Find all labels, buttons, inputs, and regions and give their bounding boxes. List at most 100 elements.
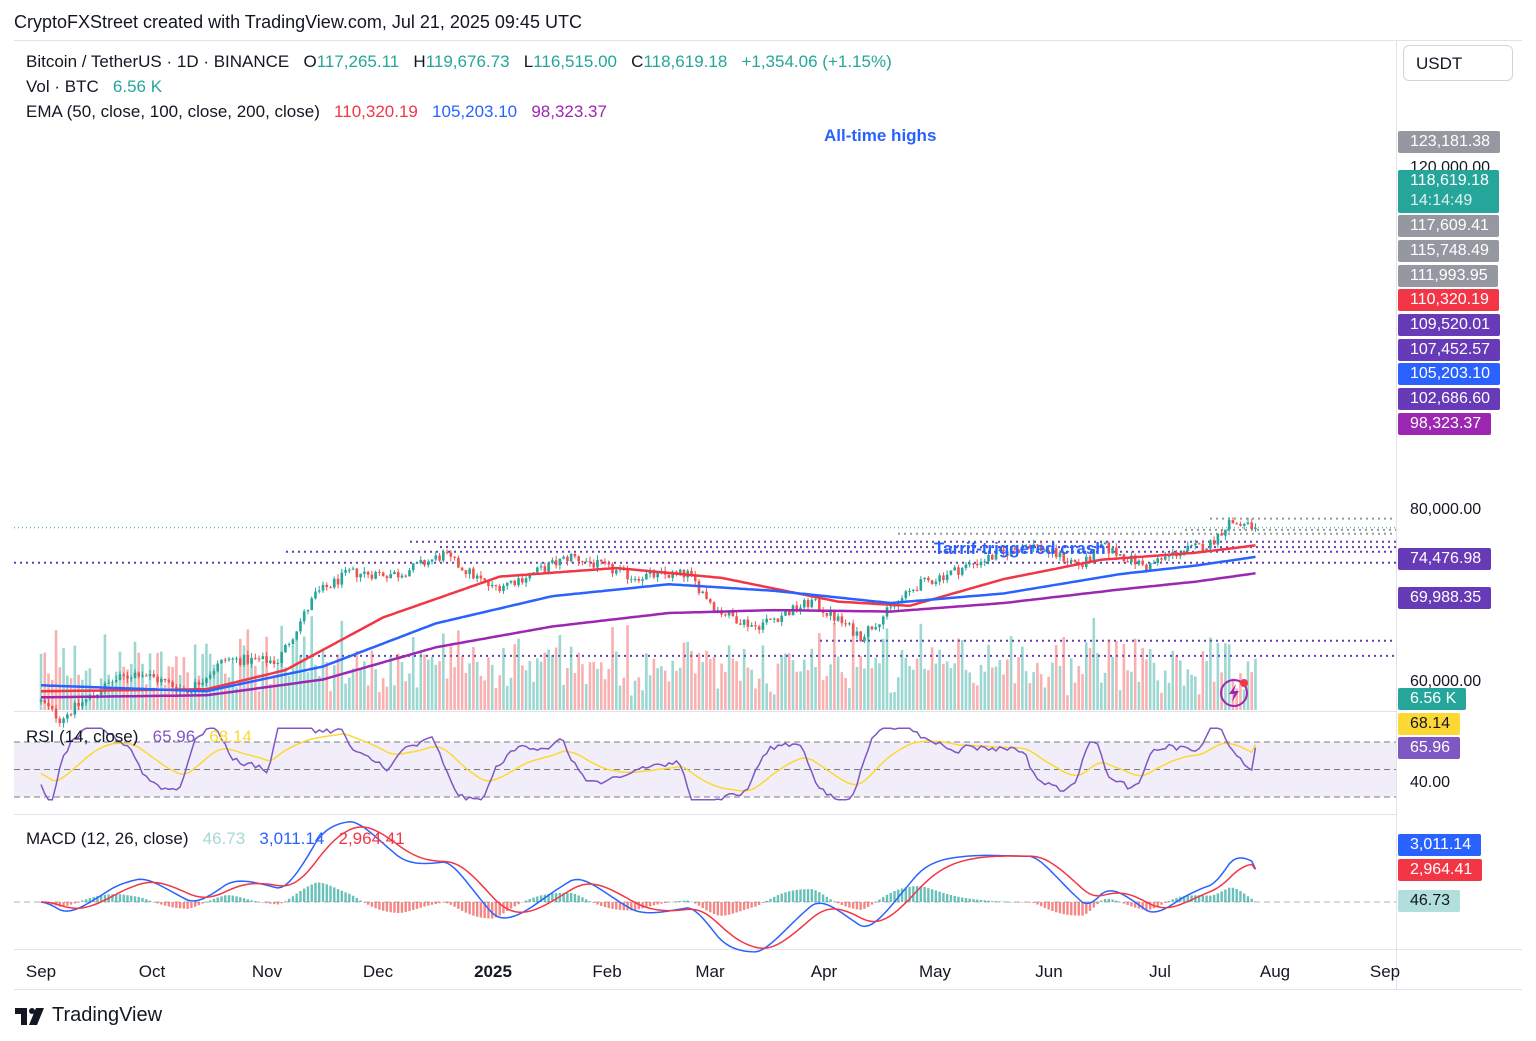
volume-bar — [964, 669, 968, 710]
volume-bar — [103, 634, 107, 710]
signal-line — [40, 826, 1257, 949]
volume-bar — [227, 677, 231, 710]
volume-bar — [599, 662, 603, 710]
volume-bar — [663, 670, 667, 710]
candle-body — [1054, 548, 1058, 558]
volume-bar — [889, 692, 893, 710]
volume-bar — [577, 652, 580, 710]
candle-body — [1047, 550, 1050, 554]
volume-bar — [66, 675, 69, 710]
candle-body — [814, 599, 817, 601]
volume-bar — [581, 664, 584, 710]
candle-body — [810, 599, 814, 608]
time-tick-2025: 2025 — [474, 962, 512, 981]
macd-hist-bar — [209, 900, 212, 902]
candle-body — [1073, 559, 1077, 562]
candle-body — [445, 551, 449, 553]
rsi-legend: RSI (14, close) 65.96 68.14 — [26, 727, 252, 747]
volume-bar — [633, 680, 637, 710]
candle-body — [393, 572, 396, 575]
volume-bar — [1028, 683, 1032, 710]
volume-bar — [163, 684, 167, 710]
candle-body — [524, 578, 528, 583]
volume-bar — [972, 682, 975, 710]
candle-body — [761, 622, 765, 630]
volume-bar — [423, 654, 426, 710]
candle-body — [325, 584, 329, 588]
macd-hist-bar — [498, 902, 501, 916]
macd-hist-bar — [972, 899, 975, 902]
macd-hist-bar — [306, 886, 310, 902]
macd-hist-bar — [1216, 893, 1220, 902]
volume-bar — [739, 680, 742, 710]
macd-label[interactable]: MACD (12, 26, close) — [26, 829, 189, 848]
macd-hist-bar — [77, 901, 80, 903]
time-tick-aug: Aug — [1259, 962, 1291, 981]
currency-button[interactable]: USDT — [1403, 45, 1513, 81]
macd-hist-bar — [750, 902, 753, 908]
macd-hist-bar — [1164, 902, 1167, 903]
macd-hist-bar — [705, 902, 708, 911]
candle-body — [479, 575, 483, 579]
macd-hist-bar — [1096, 902, 1099, 905]
volume-bar — [1115, 640, 1118, 710]
ema-label[interactable]: EMA (50, close, 100, close, 200, close) — [26, 102, 320, 121]
candle-body — [374, 571, 377, 579]
volume-bar — [554, 647, 558, 710]
candle-body — [603, 561, 607, 564]
price-tag-111993: 111,993.95 — [1398, 265, 1498, 287]
candle-body — [1160, 558, 1163, 560]
candle-body — [727, 610, 731, 616]
volume-bar — [1032, 672, 1035, 710]
ath-annotation: All-time highs — [824, 126, 937, 145]
candle-body — [317, 590, 321, 592]
low-label: L — [523, 52, 534, 71]
volume-label[interactable]: Vol · BTC — [26, 77, 99, 96]
volume-bar — [1126, 670, 1129, 710]
macd-hist-bar — [551, 893, 554, 902]
macd-hist-bar — [991, 900, 994, 902]
candle-body — [487, 580, 490, 587]
volume-bar — [592, 661, 596, 710]
candle-body — [825, 612, 829, 616]
macd-hist-bar — [829, 899, 832, 902]
volume-bar — [765, 683, 768, 710]
macd-hist-bar — [596, 902, 599, 905]
lightning-icon[interactable] — [1218, 677, 1250, 709]
volume-bar — [761, 645, 765, 710]
rsi-ma-legend-value: 68.14 — [209, 727, 252, 746]
volume-bar — [539, 661, 543, 710]
volume-bar — [1231, 678, 1235, 710]
volume-bar — [129, 664, 133, 710]
time-tick-dec: Dec — [362, 962, 394, 981]
volume-bar — [1043, 687, 1047, 710]
macd-line-legend: 3,011.14 — [259, 829, 325, 848]
macd-hist-bar — [731, 902, 735, 914]
macd-hist-bar — [220, 896, 223, 902]
macd-hist-bar — [562, 892, 565, 902]
volume-bar — [88, 668, 92, 710]
macd-hist-bar — [833, 901, 836, 902]
tradingview-brand[interactable]: TradingView — [14, 1004, 162, 1027]
symbol-name[interactable]: Bitcoin / TetherUS · 1D · BINANCE — [26, 52, 290, 71]
macd-hist-bar — [667, 902, 671, 903]
macd-hist-bar — [201, 902, 204, 904]
candle-body — [833, 610, 836, 621]
volume-bar — [363, 661, 366, 710]
rsi-label[interactable]: RSI (14, close) — [26, 727, 139, 746]
volume-bar — [284, 667, 287, 710]
frame-bottom — [14, 989, 1522, 990]
candle-body — [588, 561, 592, 563]
candle-body — [633, 578, 637, 580]
macd-hist-bar — [457, 902, 460, 909]
candle-body — [1250, 522, 1254, 530]
volume-bar — [878, 663, 881, 710]
macd-hist-bar — [1205, 895, 1208, 902]
macd-hist-bar — [851, 902, 855, 909]
macd-hist-bar — [291, 896, 295, 902]
candle-body — [983, 561, 987, 563]
macd-hist-bar — [573, 893, 577, 902]
candle-body — [220, 659, 223, 664]
volume-bar — [193, 644, 197, 710]
